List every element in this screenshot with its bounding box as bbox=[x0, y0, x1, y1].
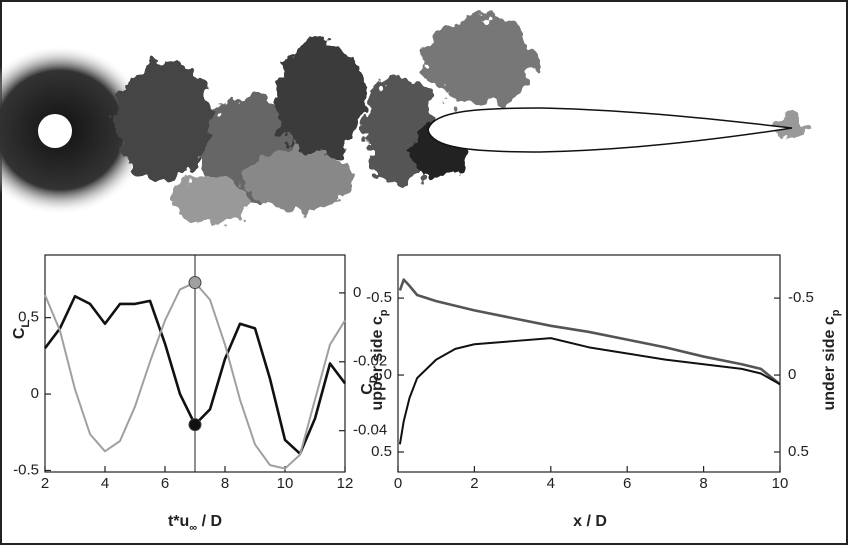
y2-tick-label: 0.5 bbox=[788, 443, 809, 460]
label-text: t*u bbox=[168, 513, 189, 530]
y2-tick-label: -0.02 bbox=[353, 353, 387, 370]
series-line bbox=[398, 278, 781, 386]
flow-visualization bbox=[0, 15, 808, 225]
label-sub: ∞ bbox=[189, 522, 197, 534]
label-sub: D bbox=[368, 375, 380, 383]
x-tick-label: 8 bbox=[221, 475, 229, 492]
label-sub: L bbox=[20, 321, 32, 328]
y-tick-label: 0.5 bbox=[18, 309, 39, 326]
plot-area bbox=[397, 254, 781, 473]
y-axis-label: upper side cp bbox=[369, 309, 390, 410]
label-text: upper side c bbox=[369, 316, 386, 410]
x-tick-label: 12 bbox=[337, 475, 354, 492]
x-tick-label: 2 bbox=[470, 475, 478, 492]
y-axis-label: CL bbox=[11, 321, 32, 340]
x-tick-label: 10 bbox=[772, 475, 789, 492]
x-tick-label: 8 bbox=[699, 475, 707, 492]
y-tick-label: -0.5 bbox=[366, 289, 392, 306]
y-tick-label: -0.5 bbox=[13, 461, 39, 478]
x-tick-label: 4 bbox=[547, 475, 555, 492]
marker-dot bbox=[188, 418, 202, 432]
x-tick-label: 6 bbox=[161, 475, 169, 492]
label-text: / D bbox=[197, 513, 222, 530]
x-tick-label: 6 bbox=[623, 475, 631, 492]
label-sub: p bbox=[830, 309, 842, 316]
y2-axis-label: CD bbox=[359, 375, 380, 395]
y-tick-label: 0 bbox=[384, 366, 392, 383]
x-axis-label: x / D bbox=[573, 513, 607, 530]
y2-axis-label: under side cp bbox=[821, 309, 842, 410]
y-tick-label: 0.5 bbox=[371, 443, 392, 460]
lift-drag-chart: CL CD t*u∞ / D 2 4 6 8 10 12-0.500.5-0.04-0.0… bbox=[11, 254, 387, 534]
label-sub: p bbox=[378, 309, 390, 316]
x-tick-label: 2 bbox=[41, 475, 49, 492]
label-text: C bbox=[11, 327, 28, 339]
y2-tick-label: -0.5 bbox=[788, 289, 814, 306]
x-tick-label: 4 bbox=[101, 475, 109, 492]
x-axis-label: t*u∞ / D bbox=[168, 513, 222, 534]
marker-dot bbox=[188, 276, 202, 290]
label-text: under side c bbox=[821, 316, 838, 410]
x-tick-label: 10 bbox=[277, 475, 294, 492]
label-text: C bbox=[359, 383, 376, 395]
y2-tick-label: -0.04 bbox=[353, 422, 387, 439]
y2-tick-label: 0 bbox=[353, 284, 361, 301]
x-tick-label: 0 bbox=[394, 475, 402, 492]
y2-tick-label: 0 bbox=[788, 366, 796, 383]
label-text: x / D bbox=[573, 513, 607, 530]
series-line bbox=[398, 337, 781, 445]
y-tick-label: 0 bbox=[31, 385, 39, 402]
